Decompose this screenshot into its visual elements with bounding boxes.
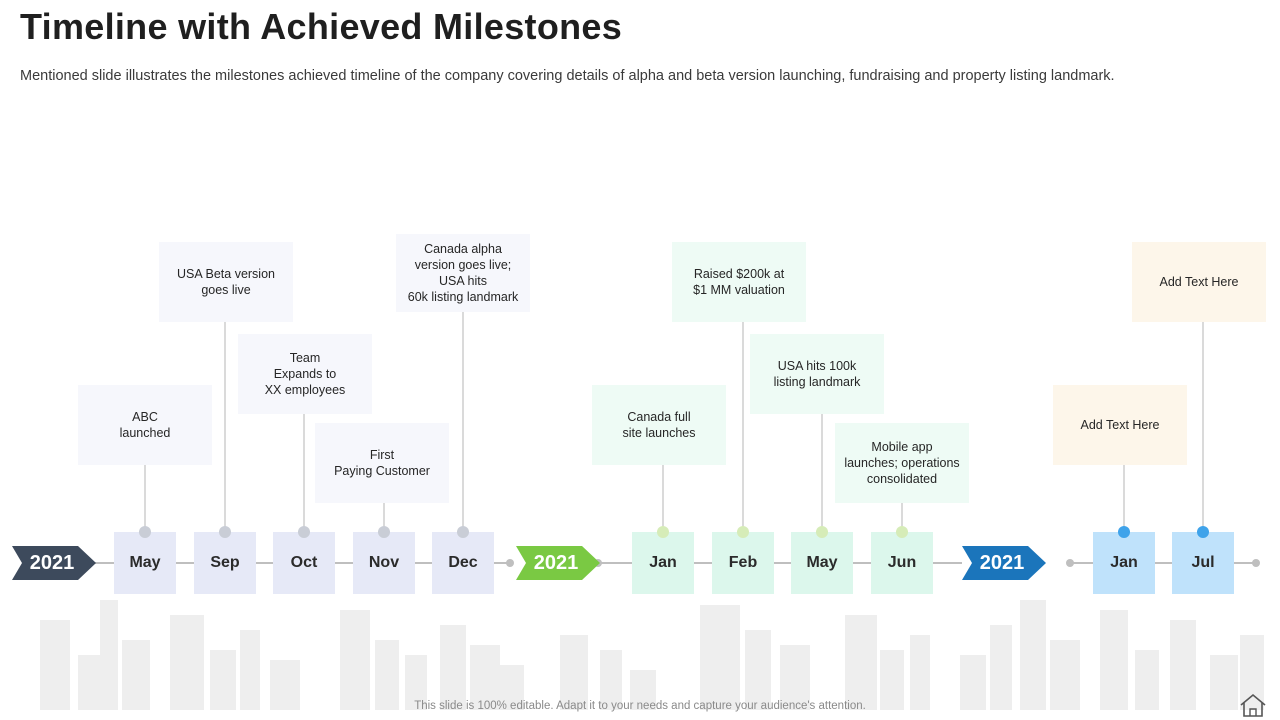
year-arrow [12, 546, 96, 580]
milestone-note: Add Text Here [1053, 385, 1187, 465]
skyline-building [240, 630, 260, 710]
axis-end-dot [1252, 559, 1260, 567]
skyline-building [1240, 635, 1264, 710]
milestone-dot [457, 526, 469, 538]
skyline-building [470, 645, 500, 710]
skyline-building [1210, 655, 1238, 710]
milestone-note: ABC launched [78, 385, 212, 465]
year-arrow [962, 546, 1046, 580]
milestone-note: First Paying Customer [315, 423, 449, 503]
skyline-building [210, 650, 236, 710]
skyline-building [440, 625, 466, 710]
skyline-building [960, 655, 986, 710]
milestone-month-box: May [791, 532, 853, 594]
year-label: 2021 [29, 551, 75, 574]
year-label: 2021 [533, 551, 579, 574]
milestone-note: Canada alpha version goes live; USA hits… [396, 234, 530, 312]
skyline-building [880, 650, 904, 710]
milestone-note: USA hits 100k listing landmark [750, 334, 884, 414]
milestone-dot [219, 526, 231, 538]
skyline-building [1135, 650, 1159, 710]
year-arrow [516, 546, 600, 580]
skyline-building [700, 605, 740, 710]
skyline-building [100, 600, 118, 710]
milestone-dot [1118, 526, 1130, 538]
skyline-building [500, 665, 524, 710]
milestone-month-box: Nov [353, 532, 415, 594]
milestone-dot [139, 526, 151, 538]
skyline-building [1100, 610, 1128, 710]
milestone-month-box: Oct [273, 532, 335, 594]
skyline-building [845, 615, 877, 710]
home-icon[interactable] [1238, 692, 1268, 718]
axis-end-dot [1066, 559, 1074, 567]
skyline-building [340, 610, 370, 710]
milestone-dot [816, 526, 828, 538]
page-title: Timeline with Achieved Milestones [20, 6, 623, 47]
milestone-month-box: Jan [1093, 532, 1155, 594]
skyline-building [375, 640, 399, 710]
milestone-note: Raised $200k at $1 MM valuation [672, 242, 806, 322]
skyline-building [1170, 620, 1196, 710]
milestone-note: Canada full site launches [592, 385, 726, 465]
milestone-note: Mobile app launches; operations consolid… [835, 423, 969, 503]
skyline-building [630, 670, 656, 710]
milestone-month-box: Feb [712, 532, 774, 594]
skyline-building [122, 640, 150, 710]
milestone-month-box: Jan [632, 532, 694, 594]
skyline-building [990, 625, 1012, 710]
milestone-month-box: Jul [1172, 532, 1234, 594]
skyline-building [405, 655, 427, 710]
skyline-building [600, 650, 622, 710]
skyline-building [40, 620, 70, 710]
milestone-dot [378, 526, 390, 538]
milestone-month-box: Jun [871, 532, 933, 594]
milestone-month-box: Sep [194, 532, 256, 594]
milestone-dot [737, 526, 749, 538]
skyline-building [745, 630, 771, 710]
milestone-month-box: Dec [432, 532, 494, 594]
milestone-month-box: May [114, 532, 176, 594]
milestone-note: USA Beta version goes live [159, 242, 293, 322]
year-label: 2021 [979, 551, 1025, 574]
milestone-dot [298, 526, 310, 538]
page-subtitle: Mentioned slide illustrates the mileston… [20, 68, 1115, 84]
skyline-building [1050, 640, 1080, 710]
skyline-building [560, 635, 588, 710]
milestone-dot [896, 526, 908, 538]
axis-end-dot [506, 559, 514, 567]
milestone-note: Add Text Here [1132, 242, 1266, 322]
milestone-dot [1197, 526, 1209, 538]
skyline-building [1020, 600, 1046, 710]
skyline-building [780, 645, 810, 710]
milestone-note: Team Expands to XX employees [238, 334, 372, 414]
footer-note: This slide is 100% editable. Adapt it to… [414, 700, 866, 712]
skyline-building [170, 615, 204, 710]
skyline-building [78, 655, 100, 710]
skyline-building [270, 660, 300, 710]
city-skyline-background [40, 600, 1264, 710]
milestone-dot [657, 526, 669, 538]
skyline-building [910, 635, 930, 710]
